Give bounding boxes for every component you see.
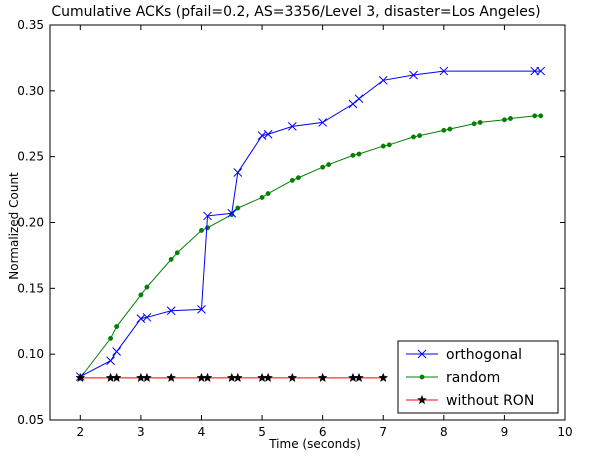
data-point <box>320 164 326 170</box>
y-tick-label: 0.25 <box>17 150 44 164</box>
x-tick-label: 3 <box>137 425 145 439</box>
data-point <box>166 372 177 383</box>
data-point <box>106 356 115 366</box>
data-point <box>166 306 176 316</box>
series-orthogonal <box>75 66 546 381</box>
data-point <box>199 227 204 233</box>
data-point <box>411 134 416 140</box>
data-point <box>417 133 423 139</box>
data-point <box>441 127 447 133</box>
data-point <box>205 225 210 231</box>
data-point <box>287 122 297 131</box>
data-point <box>111 372 122 383</box>
legend-swatch-marker <box>417 394 427 405</box>
data-point <box>203 211 212 221</box>
data-point <box>409 70 418 80</box>
data-point <box>114 324 120 329</box>
data-point <box>295 175 301 181</box>
data-point <box>142 312 152 322</box>
series-layer <box>75 66 546 383</box>
data-point <box>259 195 265 200</box>
x-tick-label: 4 <box>198 425 206 439</box>
data-point <box>508 116 513 121</box>
data-point <box>386 142 392 148</box>
data-point <box>227 208 237 218</box>
x-tick-label: 8 <box>440 425 448 439</box>
x-tick-label: 6 <box>319 425 327 439</box>
data-point <box>380 143 386 149</box>
legend-item: orthogonal <box>406 347 522 363</box>
data-point <box>318 118 328 127</box>
data-point <box>536 66 546 76</box>
x-tick-label: 10 <box>557 425 572 439</box>
data-point <box>235 205 241 211</box>
data-point <box>112 347 122 356</box>
x-tick-label: 7 <box>379 425 387 439</box>
y-tick-label: 0.20 <box>17 216 44 230</box>
y-axis-label: Normalized Count <box>7 172 21 280</box>
series-without-ron <box>75 372 389 383</box>
data-point <box>348 99 358 109</box>
data-point <box>138 292 144 298</box>
legend-item: without RON <box>406 393 534 409</box>
data-point <box>532 113 538 119</box>
data-point <box>108 335 114 341</box>
data-point <box>202 372 213 383</box>
legend-label: without RON <box>446 393 534 409</box>
data-point <box>317 372 328 383</box>
data-point <box>354 372 364 383</box>
data-point <box>141 372 152 383</box>
data-point <box>168 256 174 262</box>
data-point <box>477 119 483 125</box>
data-point <box>289 177 295 183</box>
data-point <box>354 94 364 104</box>
data-point <box>350 152 356 158</box>
x-axis-label: Time (seconds) <box>268 437 361 451</box>
data-point <box>439 66 449 76</box>
data-point <box>471 121 477 127</box>
y-tick-label: 0.05 <box>17 413 44 427</box>
y-tick-label: 0.10 <box>17 347 44 361</box>
legend-swatch-marker <box>417 349 427 359</box>
legend-label: random <box>446 370 500 386</box>
data-point <box>174 250 180 256</box>
data-point <box>326 162 332 168</box>
x-tick-label: 9 <box>501 425 509 439</box>
data-point <box>447 126 453 132</box>
data-point <box>75 372 86 383</box>
chart-title: Cumulative ACKs (pfail=0.2, AS=3356/Leve… <box>51 4 540 20</box>
data-point <box>197 305 206 314</box>
data-point <box>263 372 274 383</box>
data-point <box>232 372 243 383</box>
data-point <box>378 75 388 85</box>
data-point <box>265 191 271 196</box>
data-point <box>378 372 389 383</box>
data-point <box>530 66 540 76</box>
data-point <box>233 168 243 177</box>
legend: orthogonal random without RON <box>397 340 559 414</box>
y-tick-label: 0.35 <box>17 18 44 32</box>
x-tick-label: 5 <box>258 425 266 439</box>
y-tick-label: 0.30 <box>17 84 44 98</box>
y-tick-label: 0.15 <box>17 281 44 295</box>
data-point <box>263 129 273 139</box>
data-point <box>287 372 298 383</box>
legend-swatch-marker <box>419 374 425 380</box>
axes-layer: 2 3 4 5 6 7 8 9 10 0.05 0.10 0.15 0.20 0.25 0.30 0.35 <box>17 18 572 439</box>
data-point <box>501 117 507 123</box>
data-point <box>538 113 544 119</box>
legend-item: random <box>406 370 500 386</box>
x-tick-label: 2 <box>76 425 84 439</box>
legend-label: orthogonal <box>446 347 522 363</box>
data-point <box>144 284 150 290</box>
data-point <box>356 151 362 157</box>
